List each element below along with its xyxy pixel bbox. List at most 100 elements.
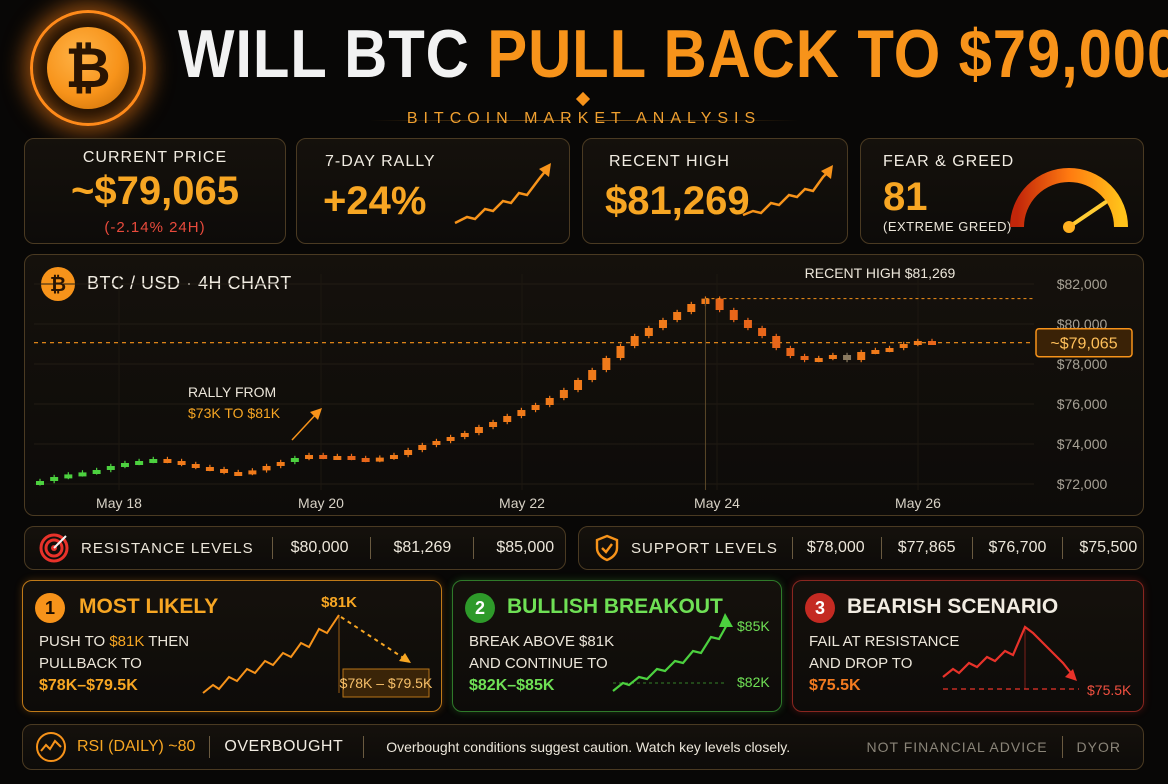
scenario-text: AND DROP TO: [809, 655, 913, 672]
disclaimer: NOT FINANCIAL ADVICE: [866, 739, 1048, 755]
candle: [729, 310, 738, 320]
candle: [177, 461, 186, 465]
candle: [687, 304, 696, 312]
gauge-needle: [1067, 200, 1108, 229]
candle: [602, 358, 611, 370]
candle: [375, 457, 384, 462]
scenario-3-sketch: $75.5K: [942, 625, 1132, 698]
rally-value: +24%: [323, 179, 427, 223]
candle: [545, 398, 554, 405]
candle: [460, 433, 469, 437]
bitcoin-icon: ₿: [47, 27, 129, 109]
fear-greed-gauge: [1010, 168, 1128, 233]
divider-diamond: [575, 91, 591, 107]
scenario-number: 2: [465, 593, 495, 623]
candle: [857, 352, 866, 360]
y-tick-label: $72,000: [1057, 476, 1108, 492]
candle: [588, 370, 597, 380]
candle: [644, 328, 653, 336]
candle: [234, 472, 243, 476]
annotation-arrow: [291, 411, 319, 441]
candle: [673, 312, 682, 320]
rsi-value: RSI (DAILY) ~80: [77, 738, 196, 755]
candle: [248, 470, 257, 475]
shield-icon: [595, 534, 619, 562]
current-price-change: (-2.14% 24H): [104, 219, 206, 236]
footer-bar: RSI (DAILY) ~80 OVERBOUGHT Overbought co…: [22, 724, 1144, 770]
recent-high-value: $81,269: [605, 179, 750, 223]
scenario-text: PULLBACK TO: [39, 655, 142, 672]
candle: [743, 320, 752, 328]
footer-note: Overbought conditions suggest caution. W…: [386, 739, 791, 755]
current-price-card: CURRENT PRICE ~$79,065 (-2.14% 24H): [24, 138, 286, 244]
fear-greed-value: 81: [883, 175, 928, 219]
scenario-bearish: 3 BEARISH SCENARIO FAIL AT RESISTANCE AN…: [792, 580, 1144, 712]
rsi-icon: [36, 732, 66, 762]
candle: [333, 456, 342, 460]
candle: [899, 344, 908, 348]
y-tick-label: $74,000: [1057, 436, 1108, 452]
scenario-text: AND CONTINUE TO: [469, 655, 608, 672]
candle: [928, 341, 936, 345]
resistance-level: $81,269: [393, 539, 452, 556]
scenario-title: MOST LIKELY: [79, 595, 219, 618]
candle: [36, 481, 44, 485]
x-tick-label: May 18: [96, 495, 142, 511]
scenario-text: PUSH TO $81K THEN: [39, 633, 190, 650]
recent-high-card: RECENT HIGH $81,269: [582, 138, 848, 244]
scenario-highlight: $75.5K: [809, 677, 861, 694]
x-tick-label: May 22: [499, 495, 545, 511]
candle: [347, 456, 356, 460]
candle: [163, 459, 172, 463]
candle: [517, 410, 526, 416]
peak-label: $81K: [321, 594, 357, 611]
support-level: $75,500: [1079, 539, 1138, 556]
candle: [871, 350, 880, 354]
candle: [814, 358, 823, 362]
candle: [616, 346, 625, 358]
scenario-text: BREAK ABOVE $81K: [469, 633, 615, 650]
scenario-bullish: 2 BULLISH BREAKOUT BREAK ABOVE $81K AND …: [452, 580, 782, 712]
scenario-2-sketch: $85K $82K: [612, 613, 770, 692]
candle: [432, 441, 441, 445]
support-level: $76,700: [988, 539, 1047, 556]
candle: [191, 464, 200, 468]
top-label: $85K: [737, 618, 770, 634]
candle: [446, 437, 455, 441]
range-label: $78K – $79.5K: [340, 675, 433, 691]
fear-greed-sub: (EXTREME GREED): [883, 219, 1012, 234]
candle: [276, 462, 285, 466]
x-tick-label: May 26: [895, 495, 941, 511]
bitcoin-logo: ₿: [30, 10, 146, 126]
candle: [503, 416, 512, 422]
recent-high-label: RECENT HIGH: [609, 153, 730, 170]
candle: [389, 455, 398, 459]
y-tick-label: $82,000: [1057, 276, 1108, 292]
candle: [220, 469, 229, 473]
candle: [50, 477, 59, 481]
candle: [885, 348, 894, 352]
candle: [800, 356, 809, 360]
scenario-most-likely: 1 MOST LIKELY PUSH TO $81K THEN PULLBACK…: [22, 580, 442, 712]
dyor: DYOR: [1076, 739, 1121, 755]
title-part1: WILL BTC: [178, 16, 488, 92]
target-label: $75.5K: [1087, 682, 1132, 698]
target-icon: [39, 533, 69, 563]
annotation-line1: RALLY FROM: [188, 384, 276, 400]
resistance-level: $80,000: [290, 539, 349, 556]
rally-trend-icon: [454, 163, 551, 225]
annotation-arrowhead: [310, 408, 322, 420]
recent-high-label: RECENT HIGH $81,269: [805, 265, 956, 281]
candle: [135, 461, 144, 465]
current-price-label: CURRENT PRICE: [82, 149, 228, 166]
scenario-highlight: $82K–$85K: [469, 677, 555, 694]
candle: [64, 474, 73, 479]
candle: [305, 455, 314, 459]
scenario-text: FAIL AT RESISTANCE: [809, 633, 960, 650]
page-title: WILL BTC PULL BACK TO $79,000?: [178, 14, 1168, 94]
page-subtitle: BITCOIN MARKET ANALYSIS: [406, 110, 762, 127]
candle: [772, 336, 781, 348]
scenario-number: 1: [35, 593, 65, 623]
candle: [319, 455, 328, 459]
support-level: $78,000: [806, 539, 865, 556]
